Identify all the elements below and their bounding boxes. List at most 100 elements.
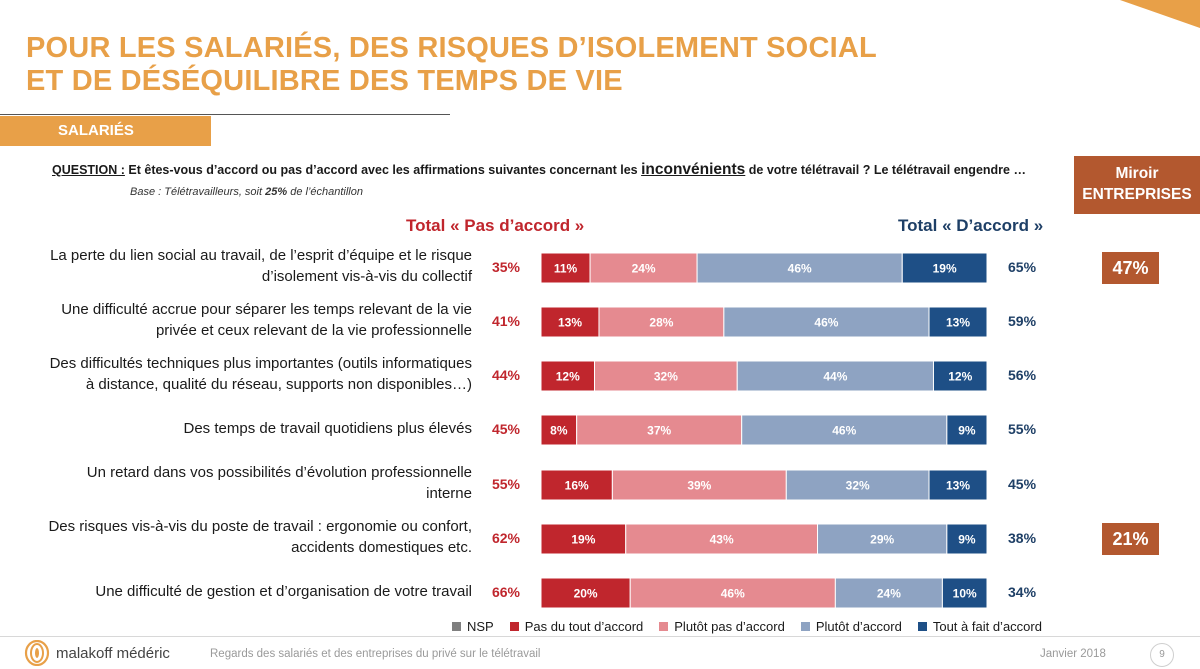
- row-label-line: Des difficultés techniques plus importan…: [49, 355, 472, 372]
- bar-segment: [932, 360, 988, 392]
- bar-segment: [540, 523, 627, 555]
- legend-label: NSP: [467, 619, 494, 634]
- row-label: Une difficulté accrue pour séparer les t…: [0, 299, 472, 341]
- bar-segment: [817, 523, 948, 555]
- bar-segment: [540, 306, 600, 338]
- legend-label: Pas du tout d’accord: [524, 619, 644, 634]
- row-label: Des risques vis-à-vis du poste de travai…: [0, 516, 472, 558]
- legend-swatch: [509, 622, 519, 631]
- question-label: QUESTION :: [52, 163, 125, 177]
- total-accord-value: 59%: [1008, 313, 1037, 329]
- row-label-line: d’isolement vis-à-vis du collectif: [261, 268, 472, 285]
- chart-legend: NSP Pas du tout d’accord Plutôt pas d’acco…: [452, 619, 1058, 634]
- question-text-after: de votre télétravail ? Le télétravail en…: [745, 163, 1026, 177]
- bar-data-label: 9%: [958, 533, 976, 547]
- bar-segment: [736, 360, 934, 392]
- bar-data-label: 46%: [832, 424, 856, 438]
- bar-data-label: 39%: [687, 479, 711, 493]
- bar-data-label: 12%: [948, 370, 972, 384]
- base-note: Base : Télétravailleurs, soit 25% de l’é…: [130, 186, 363, 198]
- footer-date: Janvier 2018: [1040, 648, 1106, 660]
- bar-data-label: 19%: [571, 533, 595, 547]
- legend-item: Plutôt pas d’accord: [659, 619, 785, 634]
- total-accord-value: 38%: [1008, 530, 1037, 546]
- total-accord-value: 65%: [1008, 259, 1037, 275]
- corner-decoration: [1120, 0, 1200, 28]
- section-divider: [0, 114, 450, 115]
- bar-segment: [946, 414, 988, 446]
- brand-name: malakoff médéric: [56, 644, 170, 662]
- bar-segment: [928, 469, 988, 501]
- bar-segment: [540, 577, 631, 609]
- page-number: 9: [1150, 643, 1174, 667]
- bar-segment: [696, 252, 903, 284]
- bar-segment: [785, 469, 930, 501]
- bar-segment: [629, 577, 836, 609]
- bar-segment: [611, 469, 787, 501]
- bar-data-label: 8%: [550, 424, 568, 438]
- bar-segment: [589, 252, 698, 284]
- row-label: Un retard dans vos possibilités d’évolut…: [0, 462, 472, 504]
- bar-data-label: 32%: [654, 370, 678, 384]
- bar-data-label: 46%: [814, 316, 838, 330]
- title-line-2: ET DE DÉSÉQUILIBRE DES TEMPS DE VIE: [26, 65, 623, 97]
- row-label-line: Une difficulté de gestion et d’organisat…: [95, 582, 472, 600]
- total-pas-accord-value: 45%: [491, 421, 520, 437]
- legend-label: Tout à fait d’accord: [932, 619, 1042, 634]
- total-pas-accord-value: 35%: [491, 259, 520, 275]
- bar-segment: [741, 414, 948, 446]
- legend-label: Plutôt pas d’accord: [674, 619, 785, 634]
- bar-data-label: 32%: [846, 479, 870, 493]
- total-pas-accord-value: 55%: [491, 476, 520, 492]
- bar-segment: [540, 469, 613, 501]
- question-text-before: Et êtes-vous d’accord ou pas d’accord av…: [124, 163, 642, 177]
- row-label-line: Une difficulté accrue pour séparer les t…: [61, 301, 472, 318]
- bar-data-label: 16%: [565, 479, 589, 493]
- bar-segment: [540, 360, 596, 392]
- bar-data-label: 46%: [721, 587, 745, 601]
- bar-segment: [540, 252, 591, 284]
- bar-data-label: 9%: [958, 424, 976, 438]
- total-accord-value: 34%: [1008, 584, 1037, 600]
- bar-segment: [946, 523, 988, 555]
- bar-data-label: 11%: [554, 262, 578, 276]
- total-accord-header: Total « D’accord »: [898, 216, 1044, 235]
- bar-data-label: 20%: [574, 587, 598, 601]
- legend-item: NSP: [452, 619, 494, 634]
- bar-data-label: 13%: [946, 316, 970, 330]
- question-keyword: inconvénients: [641, 161, 746, 178]
- miroir-line-1: Miroir: [1115, 165, 1159, 182]
- row-label-line: à distance, qualité du réseau, supports …: [85, 376, 472, 393]
- legend-swatch: [800, 622, 810, 631]
- title-line-1: POUR LES SALARIÉS, DES RISQUES D’ISOLEME…: [26, 32, 877, 64]
- logo-icon: [24, 640, 50, 666]
- bar-data-label: 43%: [710, 533, 734, 547]
- bar-data-label: 12%: [556, 370, 580, 384]
- row-label: La perte du lien social au travail, de l…: [0, 245, 472, 287]
- bar-data-label: 28%: [649, 316, 673, 330]
- row-label-line: accidents domestiques etc.: [291, 539, 472, 556]
- total-pas-accord-value: 66%: [491, 584, 520, 600]
- bar-segment: [598, 306, 725, 338]
- question-text: QUESTION : Et êtes-vous d’accord ou pas …: [52, 161, 1026, 179]
- footer-divider: [0, 636, 1200, 637]
- bar-segment: [723, 306, 930, 338]
- total-accord-value: 56%: [1008, 367, 1037, 383]
- total-pas-accord-value: 41%: [491, 313, 520, 329]
- row-label-line: La perte du lien social au travail, de l…: [50, 247, 472, 264]
- row-label-line: interne: [426, 485, 472, 502]
- legend-swatch: [917, 622, 927, 631]
- bar-segment: [928, 306, 988, 338]
- page-title: POUR LES SALARIÉS, DES RISQUES D’ISOLEME…: [26, 32, 926, 98]
- bar-data-label: 29%: [870, 533, 894, 547]
- base-suffix: de l’échantillon: [287, 186, 363, 198]
- bar-data-label: 46%: [788, 262, 812, 276]
- bar-data-label: 13%: [558, 316, 582, 330]
- row-label: Des temps de travail quotidiens plus éle…: [0, 418, 473, 439]
- total-pas-accord-value: 62%: [491, 530, 520, 546]
- total-accord-value: 45%: [1008, 476, 1037, 492]
- row-label-line: privée et ceux relevant de la vie profes…: [155, 322, 472, 339]
- miroir-entreprises-header: Miroir ENTREPRISES: [1074, 156, 1200, 214]
- miroir-entreprises-value: 21%: [1102, 523, 1159, 555]
